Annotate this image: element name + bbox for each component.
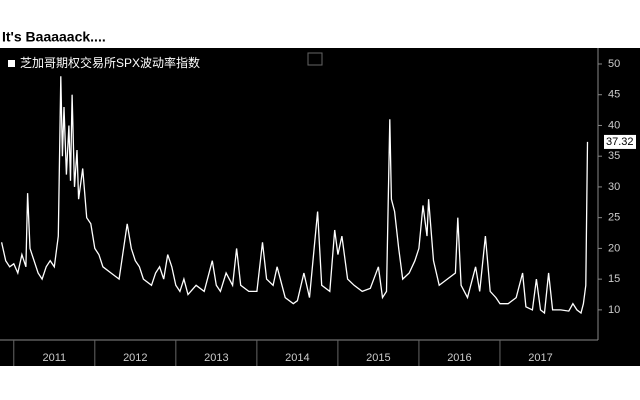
last-value-label: 37.32 (606, 136, 634, 148)
y-tick-label: 50 (608, 58, 620, 70)
y-tick-label: 10 (608, 304, 620, 316)
x-tick-label: 2014 (285, 352, 309, 364)
legend-label: 芝加哥期权交易所SPX波动率指数 (20, 55, 200, 70)
x-tick-label: 2012 (123, 352, 147, 364)
y-tick-label: 25 (608, 212, 620, 224)
y-tick-label: 15 (608, 273, 620, 285)
y-tick-label: 20 (608, 242, 620, 254)
x-tick-label: 2016 (447, 352, 471, 364)
x-tick-label: 2011 (42, 352, 66, 364)
y-tick-label: 45 (608, 89, 620, 101)
x-tick-label: 2013 (204, 352, 228, 364)
y-tick-label: 35 (608, 150, 620, 162)
y-tick-label: 40 (608, 119, 620, 131)
last-value-box (604, 134, 636, 149)
line-series (0, 76, 589, 315)
y-tick-label: 30 (608, 181, 620, 193)
chart-icon (307, 52, 323, 66)
plot-background (0, 48, 640, 366)
x-tick-label: 2015 (366, 352, 390, 364)
chart-title: It's Baaaaack.... (2, 29, 106, 45)
legend-swatch (8, 60, 15, 67)
x-tick-label: 2017 (528, 352, 552, 364)
